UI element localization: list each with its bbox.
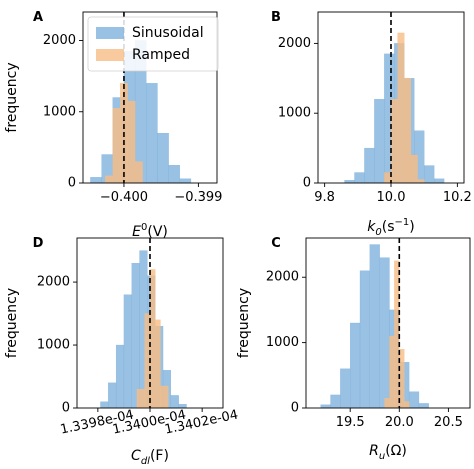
histogram-bar: [157, 132, 169, 184]
histogram-bar: [369, 244, 380, 409]
panel-a: A 0 1000 2000 −0.400 −0.399 frequency E0(V) Sinu…: [4, 10, 222, 240]
histogram-bar: [417, 179, 425, 184]
panel-d: D0100020001.3398e-041.3400e-041.3402e-04…: [4, 236, 240, 467]
y-tick-label: 0: [303, 176, 311, 191]
histogram-bar: [90, 177, 102, 184]
histogram-bar: [379, 257, 390, 409]
x-axis-label: E0(V): [132, 222, 168, 240]
x-axis-label: Ru(Ω): [369, 443, 407, 462]
x-tick-label: 10.0: [377, 190, 406, 205]
y-axis-label: frequency: [4, 62, 20, 132]
y-tick-label: 2000: [266, 270, 299, 285]
x-tick-label: 19.5: [336, 415, 365, 430]
x-tick-label: 10.2: [443, 190, 472, 205]
histogram-bar: [123, 294, 132, 409]
y-axis-label: frequency: [4, 288, 20, 358]
histogram-bar: [354, 172, 365, 184]
y-tick-label: 0: [291, 401, 299, 416]
y-tick-label: 1000: [266, 335, 299, 350]
histogram-bar: [350, 322, 361, 409]
x-tick-label: 20.5: [434, 415, 463, 430]
x-axis-label: k0(s−1): [367, 217, 414, 238]
histogram-bar: [404, 401, 410, 409]
histogram-bar: [136, 388, 145, 409]
y-tick-label: 1000: [37, 338, 70, 353]
histogram-bar: [115, 344, 125, 409]
histogram-bar: [160, 385, 169, 409]
histogram-bar: [155, 319, 161, 409]
histogram-bar: [410, 154, 418, 184]
histogram-bar: [390, 99, 398, 184]
series-sinusoidal: [320, 244, 429, 409]
panel-letter: B: [271, 10, 281, 25]
histogram-bar: [108, 382, 117, 409]
histogram-bar: [364, 147, 375, 184]
legend-label: Ramped: [132, 47, 190, 63]
histogram-bar: [384, 398, 390, 409]
histogram-bar: [433, 178, 445, 184]
panel-letter: D: [33, 236, 44, 251]
histogram-bar: [127, 100, 136, 184]
x-axis-label: Cdl(F): [131, 448, 169, 467]
histogram-bar: [408, 391, 420, 409]
histogram-bar: [131, 263, 140, 409]
y-tick-label: 1000: [43, 104, 76, 119]
histogram-bar: [112, 108, 121, 184]
series-sinusoidal: [100, 250, 187, 409]
panel-letter: C: [271, 236, 281, 251]
x-tick-label: 9.8: [314, 190, 335, 205]
histogram-bar: [397, 32, 405, 184]
y-axis-label: frequency: [236, 288, 252, 358]
panel-c: C 0 1000 2000 19.5 20.0 20.5 frequency Ru(Ω): [236, 236, 471, 462]
histogram-bar: [146, 83, 158, 184]
histogram-bar: [404, 78, 412, 184]
y-tick-label: 1000: [278, 106, 311, 121]
x-tick-label: −0.400: [100, 190, 148, 205]
histogram-bar: [384, 172, 392, 184]
plot-frame: [82, 11, 218, 184]
x-tick-label: −0.399: [174, 190, 222, 205]
histogram-bar: [168, 165, 180, 184]
y-tick-label: 2000: [43, 33, 76, 48]
histogram-bar: [418, 403, 429, 409]
y-tick-label: 2000: [278, 36, 311, 51]
x-tick-label: 20.0: [385, 415, 414, 430]
histogram-bar: [340, 368, 351, 409]
histogram-bar: [374, 99, 385, 184]
histogram-bar: [134, 161, 143, 184]
histogram-bar: [359, 270, 370, 409]
histogram-bar: [179, 178, 192, 184]
legend-swatch: [96, 49, 124, 61]
series-ramped: [136, 269, 169, 409]
y-tick-label: 2000: [37, 275, 70, 290]
histogram-bar: [170, 395, 179, 409]
histogram-bar: [320, 404, 331, 409]
histogram-bar: [389, 335, 395, 409]
legend-label: Sinusoidal: [132, 25, 204, 41]
legend-swatch: [96, 27, 124, 39]
plot-frame: [305, 237, 471, 409]
panel-b: B 0 1000 2000 9.8 10.0 10.2 k0(s−1): [271, 10, 472, 238]
histogram-bar: [424, 165, 435, 184]
histogram-bar: [100, 401, 109, 409]
panel-letter: A: [33, 10, 43, 25]
histogram-bar: [105, 175, 113, 184]
legend: Sinusoidal Ramped: [87, 16, 219, 72]
histogram-bar: [330, 394, 341, 409]
y-tick-label: 0: [62, 401, 70, 416]
y-tick-label: 0: [68, 176, 76, 191]
